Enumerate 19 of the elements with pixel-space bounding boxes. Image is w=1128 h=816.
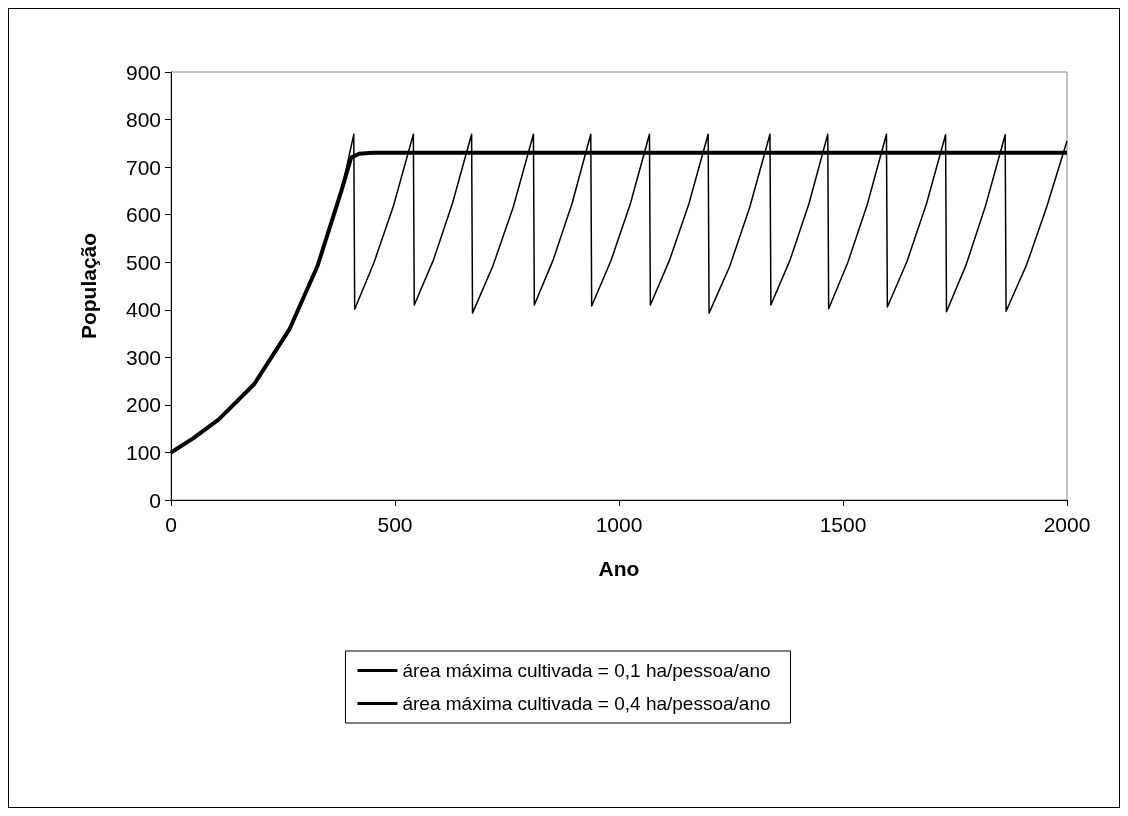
y-tick-label: 600 — [125, 203, 161, 227]
y-tick-label: 200 — [125, 393, 161, 417]
x-tick-label: 1500 — [819, 513, 867, 536]
y-tick-label: 900 — [125, 60, 161, 84]
legend-label: área máxima cultivada = 0,1 ha/pessoa/ano — [402, 660, 771, 681]
y-tick-label: 100 — [125, 440, 161, 464]
x-tick-label: 2000 — [1043, 513, 1091, 536]
x-axis-title: Ano — [598, 557, 640, 580]
y-tick-label: 0 — [149, 488, 161, 512]
y-tick-label: 500 — [125, 250, 161, 274]
y-tick-label: 300 — [125, 345, 161, 369]
x-tick-label: 1000 — [595, 513, 643, 536]
y-tick-label: 700 — [125, 155, 161, 179]
x-tick-label: 0 — [165, 513, 177, 536]
x-tick-label: 500 — [377, 513, 413, 536]
y-axis-title: População — [77, 232, 100, 340]
y-tick-label: 400 — [125, 298, 161, 322]
legend-label: área máxima cultivada = 0,4 ha/pessoa/ano — [402, 693, 771, 714]
y-tick-label: 800 — [125, 108, 161, 132]
